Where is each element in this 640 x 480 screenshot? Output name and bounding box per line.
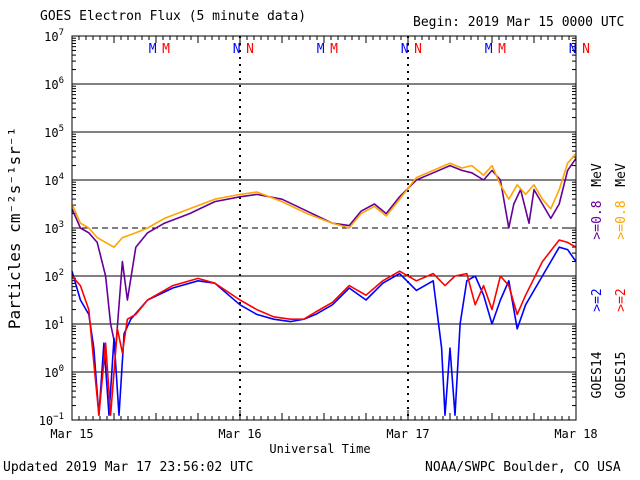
- goes14-label: GOES14: [590, 351, 605, 398]
- begin-date: Begin: 2019 Mar 15 0000 UTC: [413, 15, 625, 30]
- goes15-ge2-label: >=2: [614, 288, 629, 311]
- plot-frame: [71, 35, 577, 421]
- marker-label: N: [233, 42, 241, 57]
- y-tick-label: 101: [44, 316, 64, 332]
- x-tick-label: Mar 16: [218, 427, 261, 441]
- goes15-ge08-label: >=0.8: [614, 200, 629, 239]
- y-tick-label: 103: [44, 220, 64, 236]
- marker-label: N: [246, 42, 254, 57]
- marker-label: N: [401, 42, 409, 57]
- x-tick-label: Mar 15: [50, 427, 93, 441]
- goes14-ge08-label: >=0.8: [590, 200, 605, 239]
- y-axis-label: Particles cm⁻²s⁻¹sr⁻¹: [5, 127, 24, 329]
- y-tick-label: 106: [44, 76, 64, 92]
- marker-label: M: [485, 42, 493, 57]
- y-tick-label: 104: [44, 172, 64, 188]
- series-line-1: [71, 157, 577, 349]
- goes15-label: GOES15: [614, 352, 629, 399]
- x-tick-label: Mar 17: [386, 427, 429, 441]
- x-tick-label: Mar 18: [554, 427, 597, 441]
- marker-label: M: [498, 42, 506, 57]
- marker-label: N: [569, 42, 577, 57]
- marker-label: M: [162, 42, 170, 57]
- y-tick-label: 10−1: [39, 412, 64, 428]
- source-credit: NOAA/SWPC Boulder, CO USA: [425, 460, 621, 475]
- x-axis-label: Universal Time: [269, 442, 370, 456]
- goes14-ge2-label: >=2: [590, 288, 605, 311]
- marker-label: M: [149, 42, 157, 57]
- y-tick-label: 100: [44, 364, 64, 380]
- marker-label: N: [414, 42, 422, 57]
- series-line-4: [71, 239, 577, 417]
- y-tick-label: 105: [44, 124, 64, 140]
- updated-timestamp: Updated 2019 Mar 17 23:56:02 UTC: [3, 460, 254, 475]
- y-tick-label: 107: [44, 28, 64, 44]
- marker-label: M: [330, 42, 338, 57]
- unit-label-1: MeV: [590, 163, 605, 187]
- series-line-2: [71, 153, 577, 248]
- unit-label-2: MeV: [614, 163, 629, 187]
- series-line-3: [71, 246, 577, 417]
- marker-label: N: [582, 42, 590, 57]
- y-tick-label: 102: [44, 268, 64, 284]
- marker-label: M: [317, 42, 325, 57]
- chart-title: GOES Electron Flux (5 minute data): [40, 9, 307, 24]
